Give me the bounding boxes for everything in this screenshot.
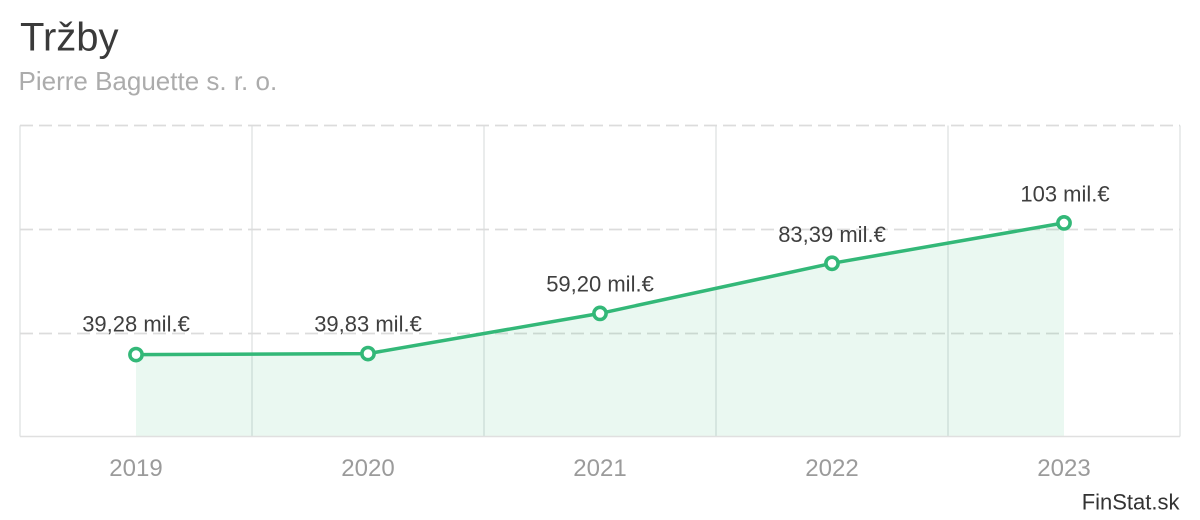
svg-text:39,28 mil.€: 39,28 mil.€: [82, 311, 190, 336]
svg-text:2021: 2021: [573, 455, 626, 482]
svg-text:FinStat.sk: FinStat.sk: [1082, 490, 1181, 515]
svg-text:103 mil.€: 103 mil.€: [1020, 182, 1109, 207]
svg-text:Tržby: Tržby: [20, 15, 119, 59]
svg-text:2022: 2022: [805, 455, 858, 482]
svg-text:39,83 mil.€: 39,83 mil.€: [314, 312, 422, 337]
svg-text:2019: 2019: [109, 455, 162, 482]
svg-text:83,39 mil.€: 83,39 mil.€: [778, 222, 886, 247]
svg-text:2023: 2023: [1037, 455, 1090, 482]
svg-text:Pierre Baguette s. r. o.: Pierre Baguette s. r. o.: [19, 66, 278, 96]
svg-text:59,20 mil.€: 59,20 mil.€: [546, 271, 654, 296]
svg-text:2020: 2020: [341, 455, 394, 482]
